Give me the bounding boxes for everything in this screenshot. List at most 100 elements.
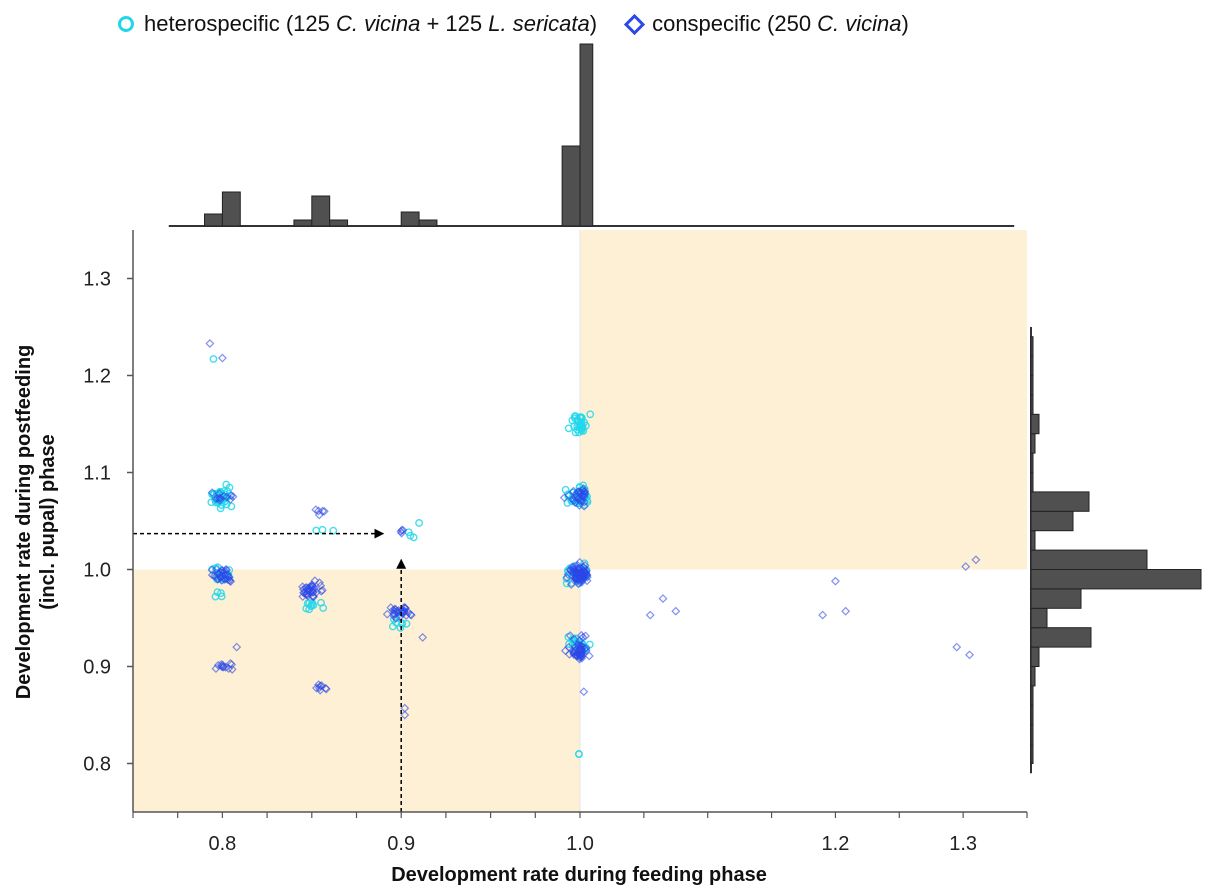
y-tick-label: 0.9 <box>83 657 111 679</box>
data-point-conspecific <box>314 680 323 690</box>
data-point-conspecific <box>582 576 592 586</box>
data-point-conspecific <box>560 646 570 656</box>
y-histogram-bar <box>1030 627 1092 648</box>
data-point-conspecific <box>570 573 580 583</box>
legend-item-heterospecific: heterospecific (125 C. vicina + 125 L. s… <box>118 11 597 37</box>
data-point-conspecific <box>570 635 579 645</box>
data-point-conspecific <box>213 574 223 584</box>
y-histogram-bar <box>1030 724 1034 745</box>
data-point-conspecific <box>321 683 331 693</box>
data-point-heterospecific <box>211 592 220 601</box>
data-point-conspecific <box>841 606 851 616</box>
circle-marker-icon <box>118 16 134 32</box>
legend-item-conspecific: conspecific (250 C. vicina) <box>623 11 909 37</box>
x-tick-label: 1.3 <box>949 833 977 855</box>
y-histogram-bar <box>1030 336 1034 357</box>
y-histogram-bar <box>1030 588 1082 609</box>
data-point-conspecific <box>952 642 962 652</box>
data-point-conspecific <box>314 510 324 520</box>
data-point-heterospecific <box>578 423 587 432</box>
data-point-conspecific <box>304 586 314 596</box>
data-point-conspecific <box>575 636 585 646</box>
data-point-conspecific <box>215 493 225 503</box>
data-point-conspecific <box>574 501 584 510</box>
data-point-conspecific <box>671 606 681 616</box>
data-point-conspecific <box>568 564 578 574</box>
data-point-conspecific <box>576 641 586 651</box>
data-point-conspecific <box>211 494 221 504</box>
x-histogram-bar <box>329 219 349 227</box>
data-point-conspecific <box>316 586 326 596</box>
x-histogram-bar <box>400 211 420 227</box>
data-point-conspecific <box>575 557 585 567</box>
data-point-heterospecific <box>571 414 579 423</box>
data-point-conspecific <box>207 488 217 498</box>
data-point-conspecific <box>382 609 392 619</box>
x-histogram-bar <box>221 191 241 227</box>
data-point-conspecific <box>308 592 318 602</box>
legend: heterospecific (125 C. vicina + 125 L. s… <box>118 6 937 42</box>
data-point-conspecific <box>398 606 407 616</box>
data-point-heterospecific <box>209 355 218 363</box>
y-histogram-bar <box>1030 433 1036 454</box>
data-point-conspecific <box>218 662 228 672</box>
x-histogram-bar <box>579 43 594 227</box>
data-point-heterospecific <box>213 588 222 597</box>
legend-label-conspecific: conspecific (250 C. vicina) <box>652 11 909 36</box>
y-histogram-bar <box>1030 491 1090 512</box>
data-point-conspecific <box>224 572 234 582</box>
y-tick-label: 0.8 <box>83 754 111 776</box>
data-point-conspecific <box>582 566 592 576</box>
data-point-heterospecific <box>227 502 236 511</box>
data-point-conspecific <box>400 710 410 720</box>
data-point-heterospecific <box>317 598 325 607</box>
data-point-conspecific <box>577 653 587 663</box>
data-point-conspecific <box>579 562 589 572</box>
data-point-conspecific <box>577 491 587 501</box>
y-tick-label: 1.1 <box>83 463 111 485</box>
data-point-conspecific <box>645 610 655 620</box>
x-histogram-bar <box>204 213 223 227</box>
data-point-conspecific <box>818 610 828 620</box>
data-point-heterospecific <box>575 750 583 758</box>
data-point-conspecific <box>314 506 323 516</box>
data-point-conspecific <box>222 492 232 502</box>
data-point-conspecific <box>830 576 840 586</box>
data-point-conspecific <box>565 631 575 641</box>
x-histogram-bar <box>311 195 331 227</box>
data-point-conspecific <box>579 687 589 697</box>
data-point-conspecific <box>418 632 428 642</box>
data-point-heterospecific <box>302 604 311 613</box>
data-point-conspecific <box>396 526 406 536</box>
data-point-conspecific <box>581 631 590 641</box>
data-point-heterospecific <box>565 640 573 649</box>
y-histogram-bar <box>1030 530 1036 551</box>
data-point-conspecific <box>563 570 573 579</box>
data-point-heterospecific <box>580 559 589 568</box>
y-histogram-bar <box>1030 569 1202 590</box>
y-histogram-bar <box>1030 704 1034 726</box>
y-histogram-bar <box>1030 646 1040 667</box>
data-point-conspecific <box>226 491 236 500</box>
data-point-conspecific <box>225 659 235 668</box>
data-point-heterospecific <box>563 499 572 507</box>
y-histogram-bar <box>1030 607 1048 629</box>
y-histogram-bar <box>1030 413 1040 435</box>
data-point-heterospecific <box>415 519 423 527</box>
data-point-heterospecific <box>217 589 225 598</box>
y-histogram-bar <box>1030 355 1034 377</box>
data-point-heterospecific <box>404 528 413 537</box>
y-histogram-bar <box>1030 394 1034 415</box>
data-point-heterospecific <box>388 622 397 631</box>
y-axis-title-line1: Development rate during postfeeding <box>13 345 35 699</box>
shaded-region-lower-left <box>133 569 580 812</box>
y-axis-title-line2: (incl. pupal) phase <box>37 434 59 610</box>
data-point-conspecific <box>316 581 326 591</box>
data-point-conspecific <box>221 662 231 672</box>
x-axis-title: Development rate during feeding phase <box>391 864 767 886</box>
data-point-conspecific <box>581 646 591 656</box>
data-point-conspecific <box>579 497 589 507</box>
y-histogram-bar <box>1030 510 1074 532</box>
y-histogram-bar <box>1030 375 1034 396</box>
